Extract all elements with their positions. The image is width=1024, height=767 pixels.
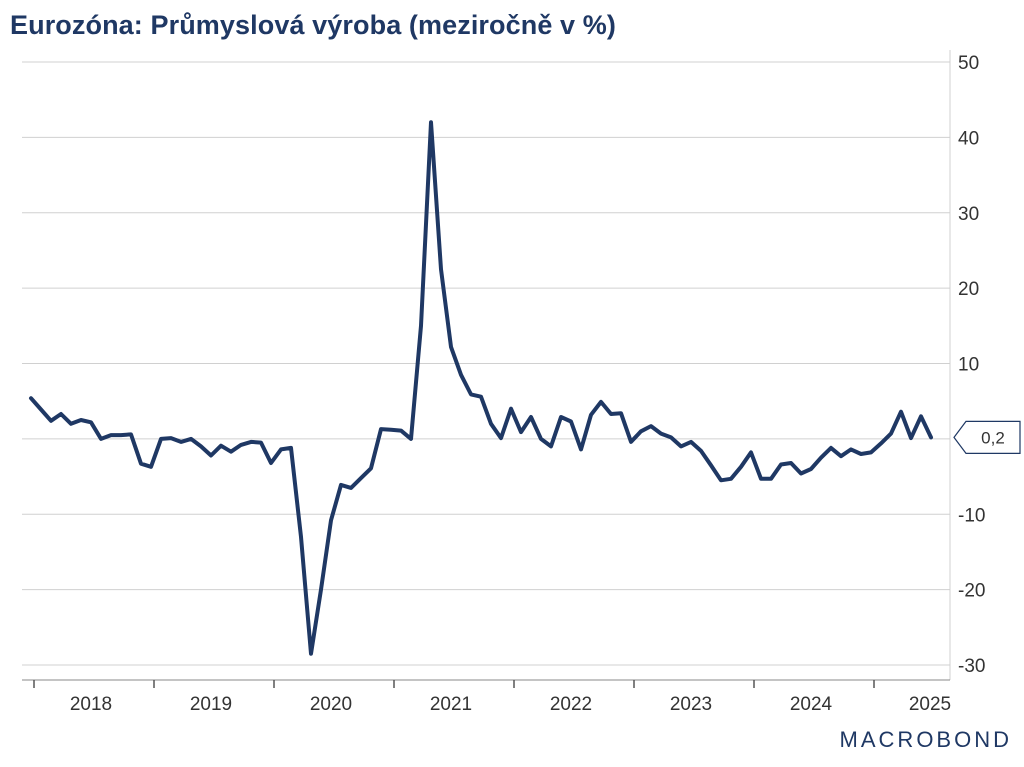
x-tick-label: 2023 <box>670 694 712 715</box>
y-tick-label: -30 <box>958 656 985 677</box>
macrobond-logo: MACROBOND <box>839 727 1012 752</box>
y-tick-label: -10 <box>958 505 985 526</box>
x-tick-label: 2024 <box>790 694 833 715</box>
x-tick-label: 2019 <box>190 694 232 715</box>
x-tick-label: 2018 <box>70 694 112 715</box>
y-tick-label: 40 <box>958 128 979 149</box>
x-tick-label: 2025 <box>909 694 951 715</box>
chart-title: Eurozóna: Průmyslová výroba (meziročně v… <box>10 10 616 40</box>
last-value-callout <box>953 420 1021 454</box>
gridlines <box>22 61 950 666</box>
axes: -30 -20 -10 10 20 30 40 50 2018 2019 2020 2021 2022 2… <box>22 50 985 715</box>
series-line <box>29 120 933 656</box>
x-tick-label: 2020 <box>310 694 352 715</box>
y-tick-label: 30 <box>958 204 979 225</box>
x-tick-label: 2022 <box>550 694 592 715</box>
y-tick-label: 50 <box>958 53 979 74</box>
series-layer <box>29 120 933 656</box>
y-tick-label: -20 <box>958 581 985 602</box>
x-tick-label: 2021 <box>430 694 472 715</box>
annotations: 0,2 <box>953 420 1021 454</box>
y-tick-label: 20 <box>958 279 979 300</box>
y-tick-label: 10 <box>958 355 979 376</box>
last-value-label: 0,2 <box>981 428 1005 447</box>
